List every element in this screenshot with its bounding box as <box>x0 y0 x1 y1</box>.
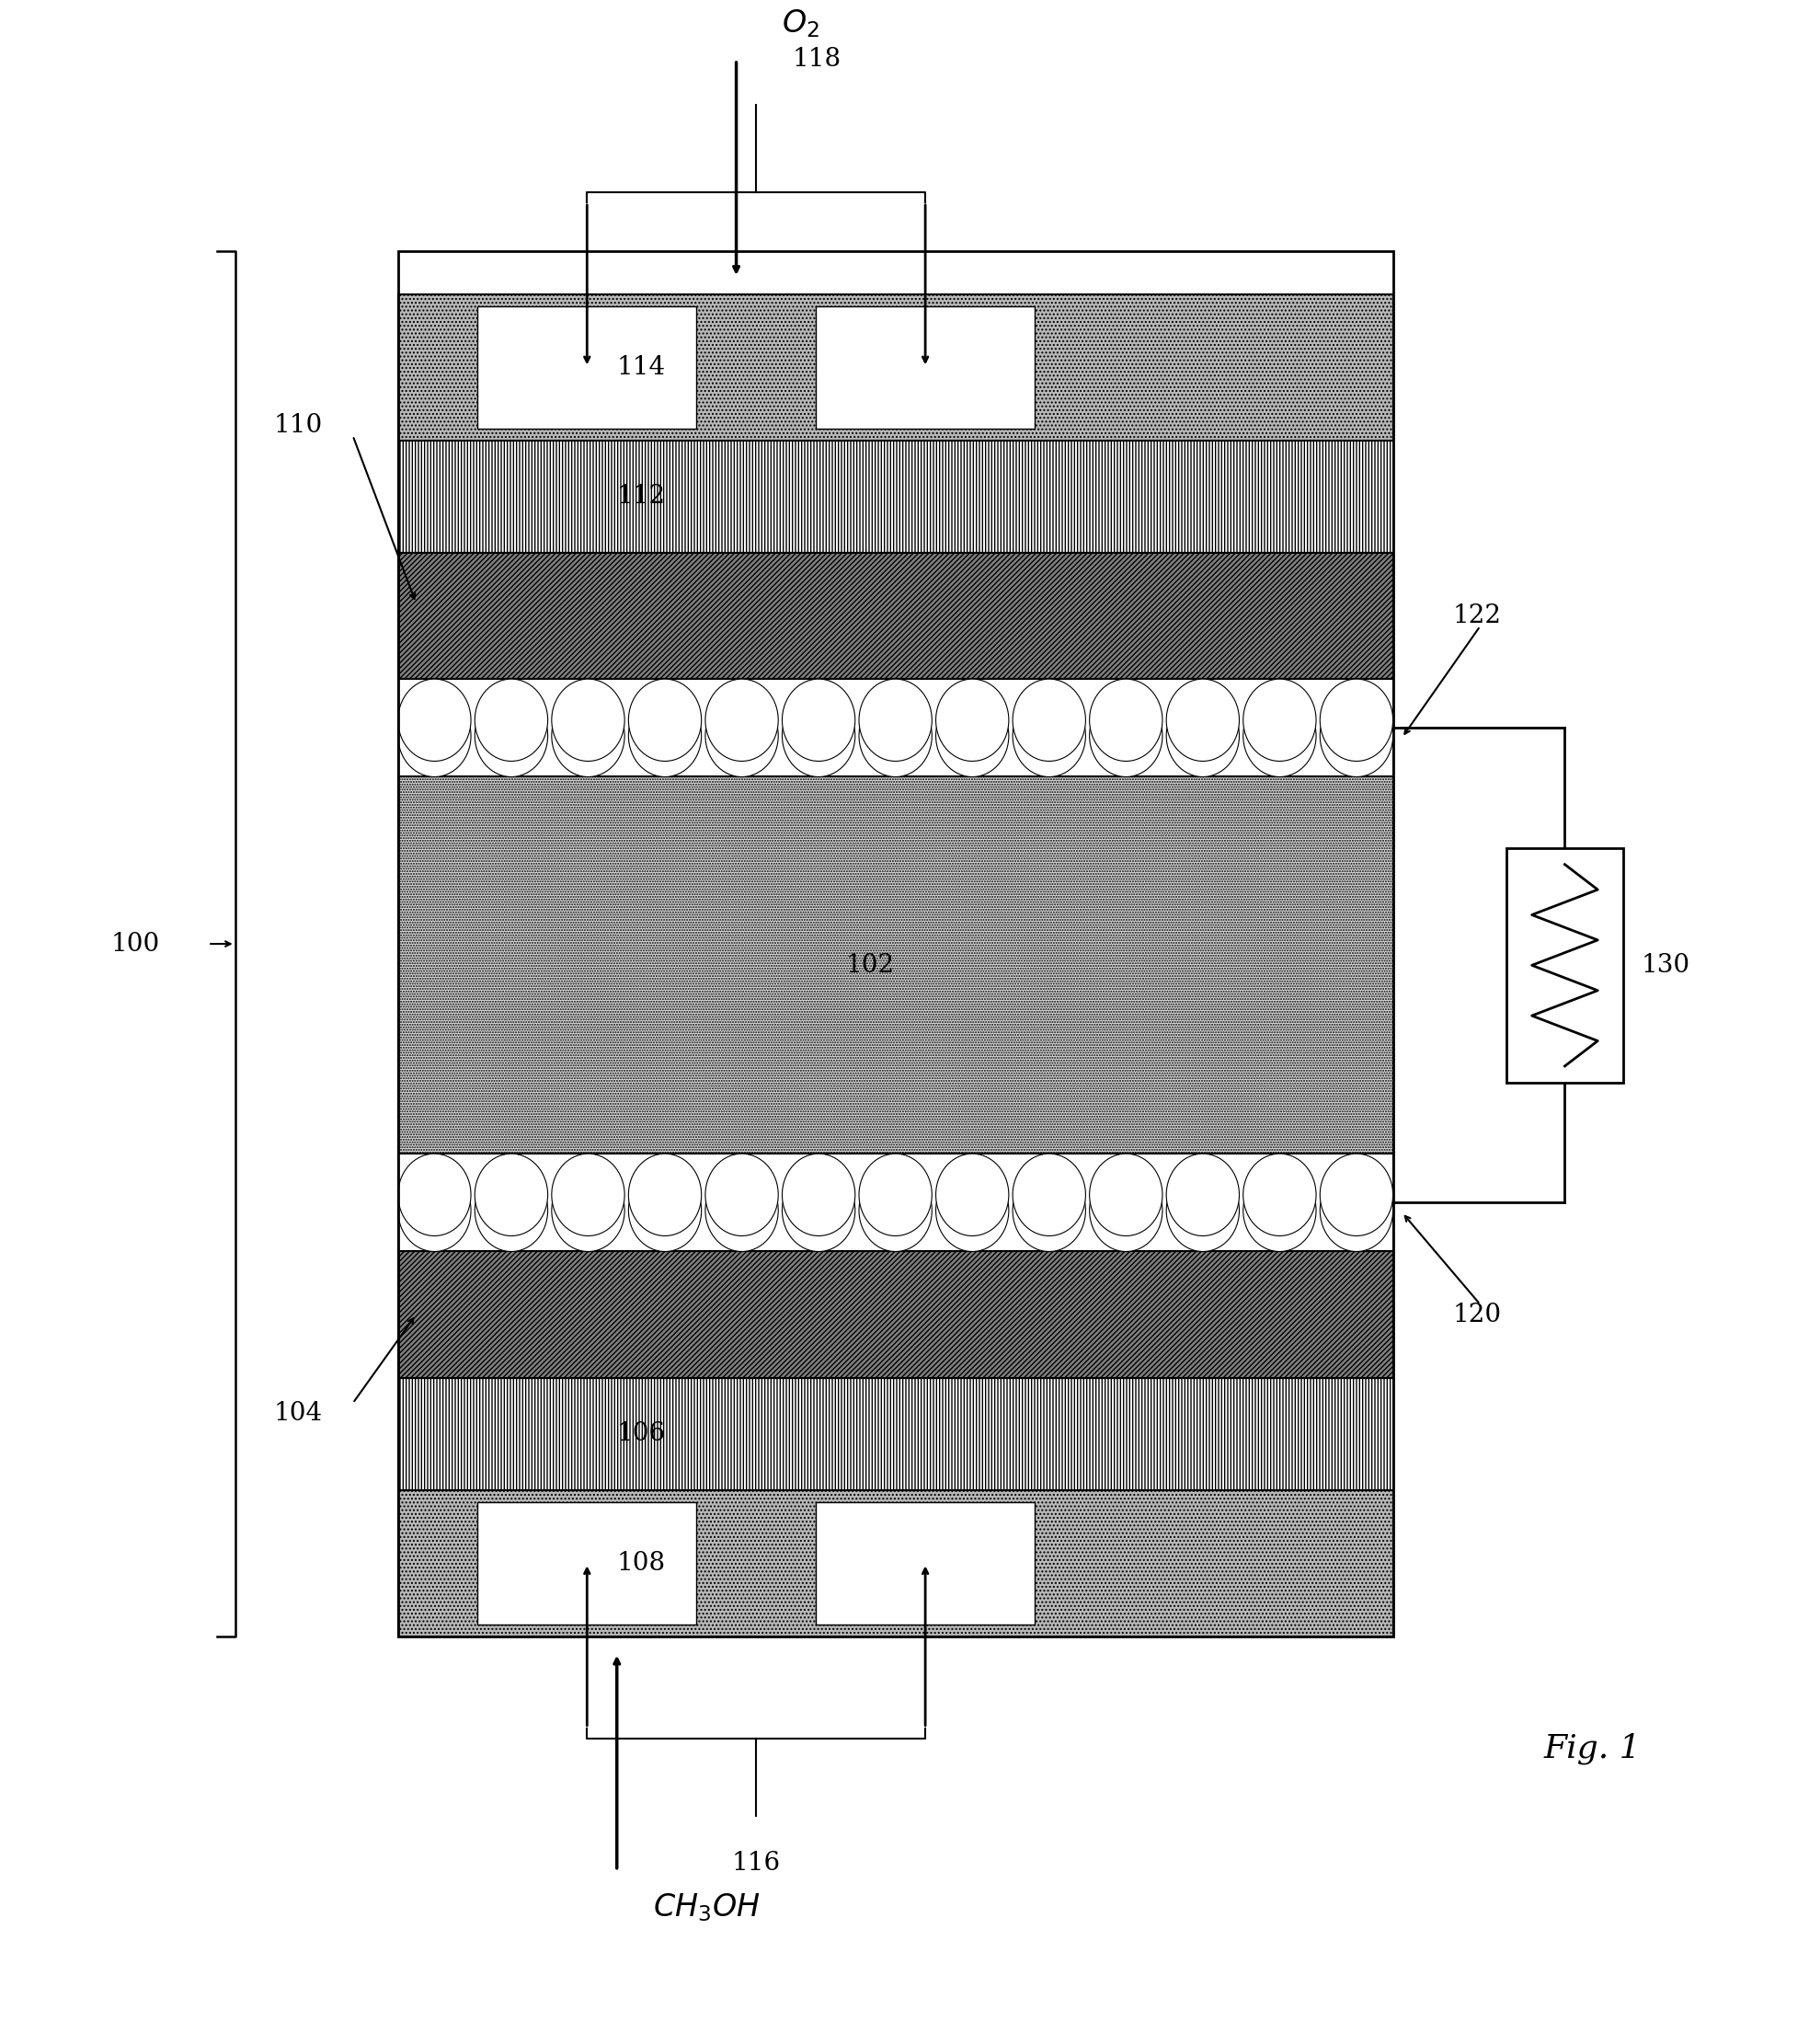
Bar <box>398 442 1393 552</box>
Circle shape <box>706 695 778 777</box>
Circle shape <box>1013 679 1085 760</box>
Circle shape <box>474 679 548 760</box>
Circle shape <box>474 695 548 777</box>
Text: Fig. 1: Fig. 1 <box>1543 1733 1641 1764</box>
Circle shape <box>1321 695 1393 777</box>
Circle shape <box>398 1169 470 1251</box>
Circle shape <box>859 1169 932 1251</box>
Circle shape <box>398 1153 470 1237</box>
Bar <box>398 1251 1393 1378</box>
Circle shape <box>1167 695 1239 777</box>
Text: 120: 120 <box>1453 1302 1501 1327</box>
Circle shape <box>1321 1169 1393 1251</box>
Circle shape <box>1243 1169 1317 1251</box>
Circle shape <box>935 1153 1009 1237</box>
Circle shape <box>1243 679 1317 760</box>
Bar <box>398 294 1393 442</box>
Circle shape <box>474 1153 548 1237</box>
Text: 122: 122 <box>1453 603 1501 628</box>
Circle shape <box>628 679 702 760</box>
Circle shape <box>552 1169 624 1251</box>
Circle shape <box>628 1153 702 1237</box>
Circle shape <box>1321 679 1393 760</box>
Bar <box>398 552 1393 679</box>
Text: 106: 106 <box>617 1421 666 1447</box>
Text: 114: 114 <box>617 356 666 380</box>
Circle shape <box>781 695 856 777</box>
Bar <box>816 307 1035 429</box>
Circle shape <box>552 1153 624 1237</box>
Text: 118: 118 <box>792 47 841 72</box>
Bar <box>816 1502 1035 1625</box>
Circle shape <box>1167 679 1239 760</box>
Text: 100: 100 <box>110 932 161 957</box>
Circle shape <box>859 1153 932 1237</box>
Circle shape <box>706 1169 778 1251</box>
Text: 116: 116 <box>731 1850 781 1874</box>
Circle shape <box>1089 695 1163 777</box>
Circle shape <box>1167 1153 1239 1237</box>
Circle shape <box>859 679 932 760</box>
Circle shape <box>781 1153 856 1237</box>
Circle shape <box>1089 1169 1163 1251</box>
Text: 110: 110 <box>273 413 324 437</box>
Circle shape <box>628 1169 702 1251</box>
Circle shape <box>1013 695 1085 777</box>
Text: 104: 104 <box>273 1400 324 1427</box>
Circle shape <box>398 679 470 760</box>
Bar <box>398 1153 1393 1251</box>
Bar <box>398 1490 1393 1637</box>
Text: $O_2$: $O_2$ <box>781 8 819 39</box>
Circle shape <box>1321 1153 1393 1237</box>
Circle shape <box>935 1169 1009 1251</box>
Bar <box>478 1502 696 1625</box>
Circle shape <box>552 695 624 777</box>
Circle shape <box>935 695 1009 777</box>
Bar <box>398 1378 1393 1490</box>
Circle shape <box>552 679 624 760</box>
Circle shape <box>628 695 702 777</box>
Text: $CH_3OH$: $CH_3OH$ <box>653 1891 760 1923</box>
Circle shape <box>1243 695 1317 777</box>
Bar <box>398 777 1393 1153</box>
Circle shape <box>474 1169 548 1251</box>
Text: 130: 130 <box>1643 953 1691 977</box>
Circle shape <box>781 1169 856 1251</box>
Circle shape <box>935 679 1009 760</box>
Circle shape <box>706 1153 778 1237</box>
Circle shape <box>859 695 932 777</box>
Circle shape <box>781 679 856 760</box>
Circle shape <box>1089 1153 1163 1237</box>
Circle shape <box>1167 1169 1239 1251</box>
Circle shape <box>398 695 470 777</box>
Bar <box>398 679 1393 777</box>
Bar <box>1505 848 1623 1083</box>
Text: 108: 108 <box>617 1551 666 1576</box>
Circle shape <box>706 679 778 760</box>
Circle shape <box>1089 679 1163 760</box>
Text: 112: 112 <box>617 484 666 509</box>
Text: 102: 102 <box>845 953 895 977</box>
Bar <box>478 307 696 429</box>
Circle shape <box>1013 1153 1085 1237</box>
Circle shape <box>1243 1153 1317 1237</box>
Circle shape <box>1013 1169 1085 1251</box>
Bar <box>398 251 1393 1637</box>
